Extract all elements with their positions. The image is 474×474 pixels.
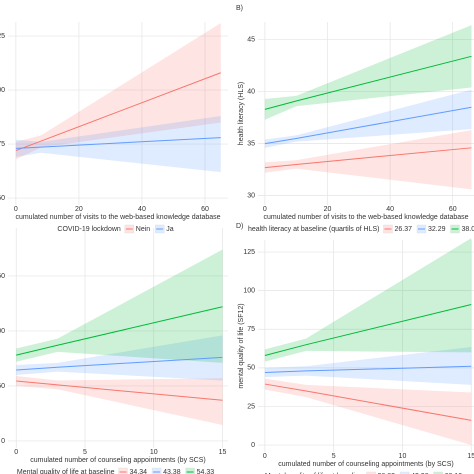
- x-tick-label: 0: [14, 449, 18, 456]
- y-axis-label: mental quality of life (SF12): [238, 303, 245, 388]
- y-tick-label: 0: [251, 442, 255, 449]
- regression-line: [16, 380, 223, 401]
- panel-label: B): [236, 5, 243, 12]
- legend-label: 34.34: [130, 469, 148, 474]
- legend-label: 68.10: [445, 473, 463, 474]
- legend-key: [433, 471, 443, 474]
- confidence-band: [16, 376, 223, 426]
- legend-title: COVID-19 lockdown: [57, 226, 121, 233]
- regression-line: [264, 55, 472, 110]
- regression-line: [264, 304, 472, 356]
- y-tick-label: 50: [0, 195, 5, 202]
- legend-label: 32.29: [428, 226, 446, 233]
- y-tick-label: 100: [0, 328, 5, 335]
- legend-title: Mental quality of life at baseline: [265, 473, 363, 474]
- x-axis-label: cumulated number of visits to the web-ba…: [263, 214, 468, 221]
- y-axis-label: health literacy (HLS): [238, 82, 245, 145]
- y-tick-label: 35: [247, 140, 255, 147]
- regression-line: [264, 147, 472, 169]
- legend-label: 38.03: [462, 226, 474, 233]
- y-tick-label: 50: [247, 365, 255, 372]
- x-tick-label: 60: [201, 206, 209, 213]
- regression-line: [16, 306, 223, 356]
- y-tick-label: 75: [247, 326, 255, 333]
- x-tick-label: 10: [150, 449, 158, 456]
- legend-label: 26.82: [378, 473, 396, 474]
- legend-label: 26.37: [394, 226, 412, 233]
- x-tick-label: 60: [449, 206, 457, 213]
- regression-line: [264, 383, 472, 421]
- legend-label: Nein: [136, 226, 151, 233]
- regression-line: [264, 365, 472, 373]
- legend-key: [118, 467, 128, 474]
- confidence-band: [16, 335, 223, 381]
- y-tick-label: 125: [243, 249, 255, 256]
- legend: health literacy at baseline (quartils of…: [248, 224, 474, 234]
- legend-key: [185, 467, 195, 474]
- y-tick-label: 75: [0, 141, 5, 148]
- x-axis-label: cumulated number of visits to the web-ba…: [15, 214, 220, 221]
- legend-key: [366, 471, 376, 474]
- confidence-band: [16, 249, 223, 363]
- legend: COVID-19 lockdown Nein Ja: [57, 224, 174, 234]
- x-tick-label: 40: [386, 206, 394, 213]
- legend: Mental quality of life at baseline 34.34 4…: [17, 467, 215, 474]
- y-tick-label: 0: [1, 438, 5, 445]
- confidence-band: [264, 89, 472, 148]
- legend-label: Ja: [166, 226, 174, 233]
- legend-key: [151, 467, 162, 474]
- y-tick-label: 25: [247, 403, 255, 410]
- legend-label: 54.33: [197, 469, 215, 474]
- confidence-band: [15, 115, 221, 173]
- x-tick-label: 20: [324, 206, 332, 213]
- x-tick-label: 20: [75, 206, 83, 213]
- legend-label: 43.38: [163, 469, 181, 474]
- x-tick-label: 15: [219, 449, 227, 456]
- confidence-band: [264, 347, 472, 385]
- x-axis-label: cumulated number of counseling appointme…: [278, 461, 453, 468]
- x-axis-label: cumulated number of counseling appointme…: [30, 457, 205, 464]
- x-tick-label: 15: [467, 453, 474, 460]
- legend-title: health literacy at baseline (quartils of…: [248, 226, 380, 233]
- x-tick-label: 40: [138, 206, 146, 213]
- confidence-band: [264, 238, 472, 362]
- regression-line: [15, 72, 221, 152]
- legend-key: [399, 471, 410, 474]
- y-tick-label: 100: [243, 287, 255, 294]
- panel-label: D): [236, 223, 243, 230]
- legend-title: Mental quality of life at baseline: [17, 469, 115, 474]
- legend-label: 43.38: [411, 473, 429, 474]
- x-tick-label: 0: [263, 206, 267, 213]
- regression-line: [15, 137, 221, 149]
- y-tick-label: 150: [0, 273, 5, 280]
- regression-line: [264, 106, 472, 145]
- confidence-band: [264, 130, 472, 190]
- y-tick-label: 125: [0, 33, 5, 40]
- x-tick-label: 0: [14, 206, 18, 213]
- confidence-band: [15, 23, 221, 160]
- confidence-band: [264, 378, 472, 446]
- x-tick-label: 5: [332, 453, 336, 460]
- x-tick-label: 10: [399, 453, 407, 460]
- y-tick-label: 50: [0, 383, 5, 390]
- legend: Mental quality of life at baseline 26.82 4…: [265, 471, 463, 474]
- x-tick-label: 0: [263, 453, 267, 460]
- y-tick-label: 100: [0, 87, 5, 94]
- y-tick-label: 45: [247, 37, 255, 44]
- regression-line: [16, 356, 223, 371]
- x-tick-label: 5: [83, 449, 87, 456]
- y-tick-label: 40: [247, 89, 255, 96]
- y-tick-label: 30: [247, 192, 255, 199]
